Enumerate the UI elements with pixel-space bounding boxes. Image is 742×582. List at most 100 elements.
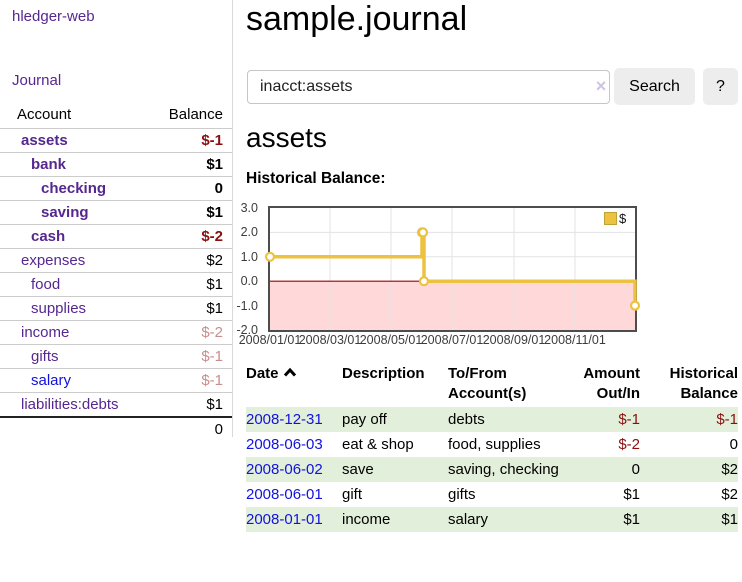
register-amount-cell: $1 [623, 511, 640, 528]
register-date-cell: 2008-06-03 [246, 432, 342, 457]
chart-plot-area [264, 208, 641, 330]
account-link[interactable]: food [31, 276, 61, 293]
register-date-cell: 2008-06-02 [246, 457, 342, 482]
register-header-accounts: To/From Account(s) [448, 365, 527, 402]
account-link[interactable]: income [21, 324, 70, 341]
chart-y-axis-labels: 3.0 2.0 1.0 0.0 -1.0 -2.0 [226, 201, 264, 337]
account-row: cash $-2 [0, 224, 232, 249]
account-link[interactable]: assets [21, 132, 68, 149]
account-row: saving $1 [0, 200, 232, 225]
account-balance: $-2 [151, 320, 232, 345]
account-name-cell: saving [0, 200, 152, 225]
account-link[interactable]: liabilities:debts [21, 396, 119, 413]
register-description-cell: income [342, 511, 391, 528]
register-header-balance: Historical Balance [669, 365, 738, 402]
account-link[interactable]: saving [41, 204, 89, 221]
account-row: checking 0 [0, 176, 232, 201]
x-axis-tick-label: 2008/07/01 [420, 333, 484, 347]
x-axis-tick-label: 2008/03/01 [298, 333, 362, 347]
account-link[interactable]: expenses [21, 252, 86, 269]
account-row: liabilities:debts $1 [0, 392, 232, 418]
account-name-cell: income [0, 320, 152, 345]
account-heading: assets [246, 122, 327, 153]
accounts-table-body: assets $-1 bank $1 checking 0 saving $1 cash $-2 e… [0, 128, 232, 418]
account-balance: $2 [151, 248, 232, 273]
x-axis-tick-label: 2008/11/01 [544, 333, 606, 347]
register-accounts-cell: salary [448, 511, 489, 528]
register-amount-cell: $-2 [618, 436, 640, 453]
account-balance: $-2 [151, 224, 232, 249]
account-link[interactable]: gifts [31, 348, 59, 365]
register-header-amount: Amount Out/In [583, 365, 640, 402]
transaction-date-link[interactable]: 2008-12-31 [246, 411, 323, 428]
account-link[interactable]: checking [41, 180, 107, 197]
account-balance: $-1 [151, 368, 232, 393]
search-button[interactable]: Search [614, 68, 695, 105]
y-axis-tick-label: 3.0 [240, 201, 258, 215]
register-row: 2008-12-31 pay off debts $-1 $-1 [246, 407, 738, 432]
transaction-date-link[interactable]: 2008-01-01 [246, 511, 323, 528]
register-header-date-label: Date [246, 365, 279, 382]
help-button[interactable]: ? [703, 68, 738, 105]
accounts-total-row: 0 [0, 416, 232, 441]
account-name-cell: assets [0, 128, 152, 153]
x-axis-tick-label: 2008/09/01 [482, 333, 546, 347]
register-row: 2008-06-02 save saving, checking 0 $2 [246, 457, 738, 482]
register-description-cell: save [342, 461, 374, 478]
register-date-cell: 2008-01-01 [246, 507, 342, 532]
account-balance: $1 [151, 272, 232, 297]
chart-x-axis-labels: 2008/01/01 2008/03/01 2008/05/01 2008/07/01… [239, 333, 635, 349]
register-balance-cell: 0 [729, 436, 738, 453]
account-name-cell: gifts [0, 344, 152, 369]
transaction-date-link[interactable]: 2008-06-03 [246, 436, 323, 453]
account-balance: $1 [151, 152, 232, 177]
y-axis-tick-label: -1.0 [236, 298, 258, 313]
historical-balance-chart[interactable] [264, 206, 641, 332]
account-link[interactable]: cash [31, 228, 66, 245]
register-balance-cell: $2 [721, 461, 738, 478]
account-name-cell: liabilities:debts [0, 392, 152, 418]
app-title-link[interactable]: hledger-web [12, 8, 95, 25]
account-name-cell: salary [0, 368, 152, 393]
register-balance-cell: $2 [721, 486, 738, 503]
register-accounts-cell: food, supplies [448, 436, 541, 453]
search-input[interactable] [247, 70, 610, 104]
register-header-date[interactable]: Date [246, 362, 342, 407]
clear-search-icon[interactable]: × [595, 76, 607, 96]
account-link[interactable]: bank [31, 156, 67, 173]
account-name-cell: checking [0, 176, 152, 201]
x-axis-tick-label: 2008/05/01 [359, 333, 423, 347]
sidebar-item-journal[interactable]: Journal [12, 72, 62, 89]
account-row: gifts $-1 [0, 344, 232, 369]
legend-swatch-icon [604, 212, 617, 225]
register-row: 2008-06-03 eat & shop food, supplies $-2 0 [246, 432, 738, 457]
register-accounts-cell: gifts [448, 486, 476, 503]
register-header-row: Date Description To/From Account(s) Amou… [246, 362, 738, 407]
account-balance: 0 [151, 176, 232, 201]
register-accounts-cell: debts [448, 411, 485, 428]
transaction-date-link[interactable]: 2008-06-01 [246, 486, 323, 503]
account-balance: $1 [151, 200, 232, 225]
accounts-table: Account Balance assets $-1 bank $1 checking 0… [0, 102, 232, 441]
register-header-description: Description [342, 365, 425, 382]
account-row: supplies $1 [0, 296, 232, 321]
register-balance-cell: $1 [721, 511, 738, 528]
account-name-cell: bank [0, 152, 152, 177]
sort-ascending-icon [283, 367, 296, 377]
register-amount-cell: $-1 [618, 411, 640, 428]
register-table-body: 2008-12-31 pay off debts $-1 $-1 2008-06-03 ea… [246, 407, 738, 532]
account-balance: $-1 [151, 128, 232, 153]
register-amount-cell: $1 [623, 486, 640, 503]
account-row: bank $1 [0, 152, 232, 177]
chart-title: Historical Balance: [246, 170, 386, 187]
account-link[interactable]: supplies [31, 300, 87, 317]
account-name-cell: supplies [0, 296, 152, 321]
account-link[interactable]: salary [31, 372, 72, 389]
register-date-cell: 2008-12-31 [246, 407, 342, 432]
register-accounts-cell: saving, checking [448, 461, 559, 478]
transaction-date-link[interactable]: 2008-06-02 [246, 461, 323, 478]
register-table: Date Description To/From Account(s) Amou… [246, 362, 738, 532]
register-row: 2008-01-01 income salary $1 $1 [246, 507, 738, 532]
sidebar: hledger-web Journal Account Balance asse… [0, 0, 233, 441]
account-row: assets $-1 [0, 128, 232, 153]
